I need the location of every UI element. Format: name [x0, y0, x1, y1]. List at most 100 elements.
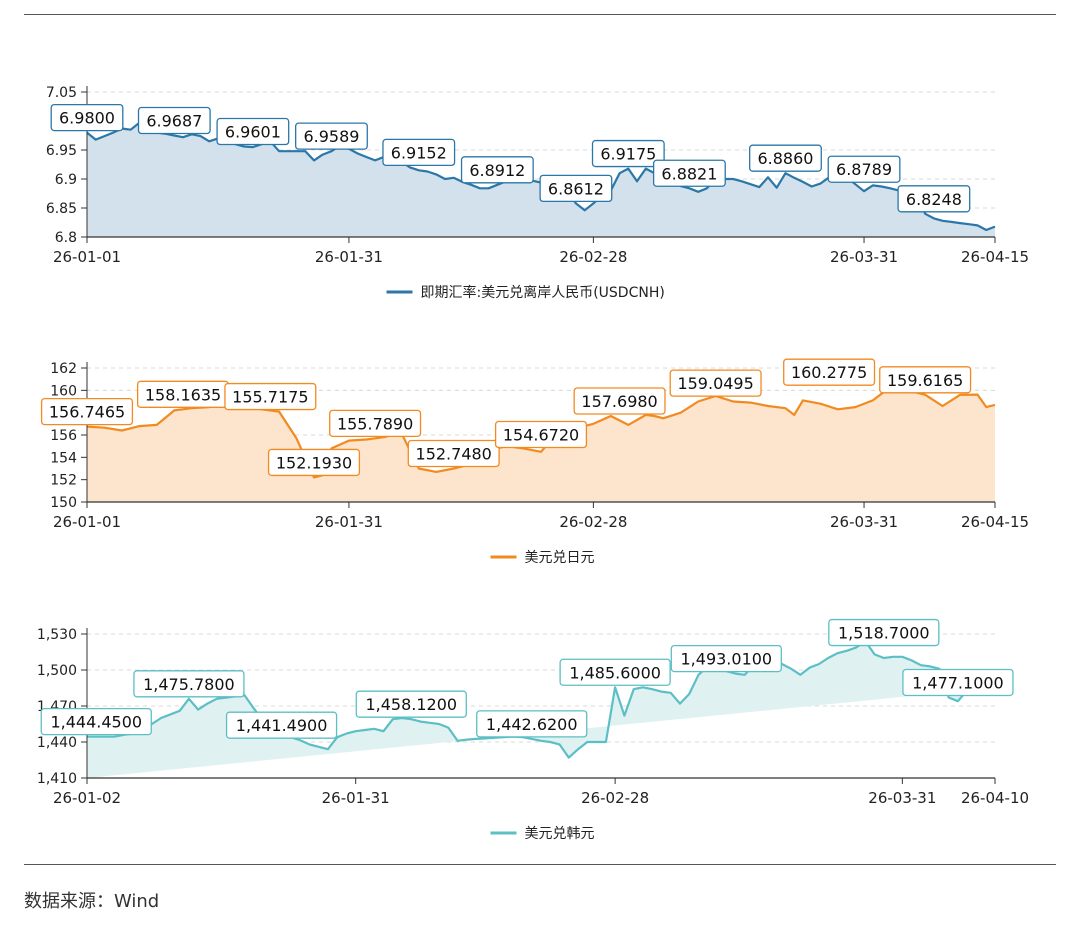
usdcnh-data-label-box — [827, 155, 901, 183]
usdjpy-plot: 162 160 156 154 152 150 26-01-01 26-01-31 26-02-… — [40, 358, 1029, 566]
usdjpy-ytick-label: 152 — [50, 473, 77, 489]
usdcnh-xtick-label: 26-01-31 — [315, 248, 383, 266]
data-source-value: Wind — [114, 891, 160, 912]
usdjpy-data-label-text: 159.6165 — [887, 371, 963, 390]
usdcnh-data-label-box — [460, 156, 534, 184]
usdkrw-data-label-text: 1,441.4900 — [236, 716, 328, 735]
usdjpy-data-label-text: 157.6980 — [581, 392, 657, 411]
usdjpy-data-label: 157.6980 — [573, 387, 666, 415]
usdcnh-data-label-text: 6.9152 — [391, 143, 447, 162]
usdkrw-data-label-text: 1,444.4500 — [50, 713, 142, 732]
usdkrw-data-label-text: 1,485.6000 — [569, 663, 661, 682]
usdjpy-data-label: 156.7465 — [40, 397, 134, 426]
top-rule — [24, 14, 1056, 15]
usdcnh-data-label-box — [382, 138, 456, 167]
usdkrw-data-label: 1,441.4900 — [225, 711, 338, 739]
usdjpy-data-label: 159.6165 — [879, 366, 972, 394]
usdkrw-data-label: 1,442.6200 — [476, 710, 588, 738]
usdjpy-data-label: 152.7480 — [407, 439, 500, 468]
usdkrw-ytick-label: 1,530 — [37, 627, 77, 643]
data-source-label: 数据来源： — [24, 891, 114, 912]
usdjpy-data-label: 154.6720 — [494, 420, 588, 449]
usdcnh-data-label-box — [749, 144, 822, 172]
usdjpy-ytick-label: 154 — [50, 450, 77, 466]
usdkrw-ytick-label: 1,410 — [37, 771, 77, 787]
usdjpy-ytick-label: 160 — [50, 383, 77, 399]
usdcnh-ytick-label: 6.9 — [55, 172, 77, 188]
usdkrw-legend-label: 美元兑韩元 — [525, 826, 595, 842]
usdcnh-data-label-box — [216, 117, 290, 146]
usdcnh-ytick-label: 6.95 — [46, 143, 77, 159]
chart-usdcnh: 7.05 6.95 6.9 6.85 6.8 26-01-01 26-01-31 26-02-… — [0, 70, 1080, 310]
usdjpy-xtick-label: 26-01-01 — [53, 513, 121, 531]
chart-usdjpy: 162 160 156 154 152 150 26-01-01 26-01-31 26-02-… — [0, 350, 1080, 575]
usdkrw-data-label-text: 1,442.6200 — [486, 715, 578, 734]
usdkrw-xtick-label: 26-01-31 — [322, 789, 390, 807]
usdcnh-xtick-label: 26-02-28 — [559, 248, 627, 266]
usdkrw-data-label-text: 1,518.7000 — [838, 624, 930, 643]
usdjpy-data-label-box — [329, 409, 422, 437]
usdjpy-legend-label: 美元兑日元 — [525, 550, 595, 566]
usdjpy-data-label-box — [267, 448, 361, 477]
usdkrw-data-label-text: 1,477.1000 — [912, 673, 1004, 692]
usdcnh-data-label-text: 6.8912 — [469, 161, 525, 180]
usdkrw-data-label-box — [670, 644, 782, 673]
usdkrw-data-label-box — [40, 708, 152, 736]
usdkrw-data-label-box — [476, 710, 588, 738]
usdcnh-plot: 7.05 6.95 6.9 6.85 6.8 26-01-01 26-01-31 26-02-… — [46, 85, 1029, 301]
usdjpy-data-label-text: 155.7175 — [232, 388, 308, 407]
usdkrw-data-label: 1,493.0100 — [670, 644, 782, 673]
bottom-rule — [24, 864, 1056, 865]
usdjpy-data-label-text: 152.1930 — [276, 453, 352, 472]
usdcnh-data-label: 6.8860 — [749, 144, 822, 172]
usdcnh-data-label: 6.8821 — [652, 159, 726, 187]
data-source: 数据来源：Wind — [24, 887, 159, 913]
usdcnh-data-label: 6.8912 — [460, 156, 534, 184]
usdjpy-ytick-label: 156 — [50, 428, 77, 444]
usdcnh-data-label-text: 6.8612 — [548, 179, 604, 198]
usdcnh-data-label-box — [897, 185, 971, 213]
usdkrw-xtick-label: 26-03-31 — [868, 789, 936, 807]
usdkrw-data-label: 1,458.1200 — [355, 690, 467, 718]
usdcnh-data-label-box — [137, 106, 211, 135]
usdcnh-data-label-box — [50, 103, 124, 132]
usdjpy-data-label-text: 159.0495 — [677, 374, 753, 393]
usdcnh-data-label: 6.8612 — [539, 174, 613, 203]
usdcnh-xtick-label: 26-04-15 — [961, 248, 1029, 266]
usdkrw-data-label-box — [828, 618, 940, 647]
usdcnh-data-label-box — [591, 139, 665, 168]
usdcnh-data-label-box — [539, 174, 613, 203]
usdkrw-data-label: 1,444.4500 — [40, 708, 152, 736]
usdcnh-data-label-text: 6.9589 — [303, 127, 359, 146]
usdkrw-series-line — [87, 640, 969, 759]
usdjpy-data-label-text: 155.7890 — [337, 414, 413, 433]
usdjpy-data-label: 160.2775 — [783, 358, 876, 386]
usdcnh-legend-label: 即期汇率:美元兑离岸人民币(USDCNH) — [421, 284, 665, 301]
usdkrw-xtick-label: 26-02-28 — [581, 789, 649, 807]
usdjpy-data-label-text: 154.6720 — [503, 426, 579, 445]
usdcnh-data-label: 6.9152 — [382, 138, 456, 167]
usdcnh-data-label: 6.9687 — [137, 106, 211, 135]
usdjpy-data-label: 155.7890 — [329, 409, 422, 437]
usdkrw-data-label-box — [133, 670, 245, 698]
usdcnh-xtick-label: 26-01-01 — [53, 248, 121, 266]
usdcnh-data-label-text: 6.8860 — [757, 149, 813, 168]
usdjpy-data-label: 152.1930 — [267, 448, 361, 477]
usdcnh-data-label-text: 6.9687 — [146, 112, 202, 131]
usdcnh-data-label-text: 6.9800 — [59, 109, 115, 128]
usdjpy-xtick-label: 26-02-28 — [559, 513, 627, 531]
usdcnh-data-label-text: 6.9601 — [225, 123, 281, 142]
usdjpy-data-label-text: 160.2775 — [791, 363, 867, 382]
usdjpy-ytick-label: 162 — [50, 361, 77, 377]
usdcnh-data-label: 6.9601 — [216, 117, 290, 146]
usdcnh-ytick-label: 7.05 — [46, 85, 77, 101]
usdcnh-data-label-text: 6.9175 — [600, 145, 656, 164]
usdcnh-data-label-box — [295, 122, 368, 150]
usdkrw-data-label: 1,485.6000 — [559, 658, 671, 686]
usdjpy-data-label: 155.7175 — [224, 382, 317, 411]
usdcnh-data-label: 6.8248 — [897, 185, 971, 213]
usdkrw-xtick-label: 26-04-10 — [961, 789, 1029, 807]
chart-usdkrw: 1,530 1,500 1,470 1,440 1,410 26-01-02 26-01-3… — [0, 612, 1080, 847]
usdjpy-xtick-label: 26-01-31 — [315, 513, 383, 531]
usdjpy-data-label: 158.1635 — [136, 380, 230, 408]
